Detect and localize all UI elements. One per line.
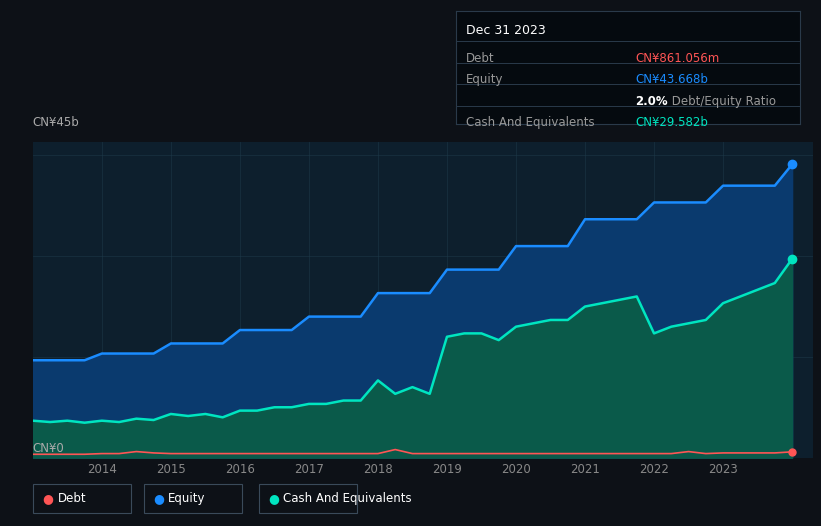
Text: Debt: Debt	[466, 52, 494, 65]
Text: 2.0%: 2.0%	[635, 95, 667, 108]
Text: Dec 31 2023: Dec 31 2023	[466, 24, 546, 37]
Text: Equity: Equity	[168, 492, 206, 505]
Text: ●: ●	[268, 492, 279, 505]
Text: Cash And Equivalents: Cash And Equivalents	[466, 116, 594, 129]
Text: CN¥861.056m: CN¥861.056m	[635, 52, 719, 65]
Text: Debt: Debt	[57, 492, 86, 505]
Text: ●: ●	[154, 492, 164, 505]
Text: CN¥45b: CN¥45b	[33, 116, 80, 129]
Text: CN¥43.668b: CN¥43.668b	[635, 73, 708, 86]
Text: Debt/Equity Ratio: Debt/Equity Ratio	[667, 95, 776, 108]
Text: CN¥0: CN¥0	[33, 442, 65, 455]
Text: ●: ●	[43, 492, 53, 505]
Text: Equity: Equity	[466, 73, 503, 86]
Text: Cash And Equivalents: Cash And Equivalents	[283, 492, 412, 505]
Text: CN¥29.582b: CN¥29.582b	[635, 116, 708, 129]
